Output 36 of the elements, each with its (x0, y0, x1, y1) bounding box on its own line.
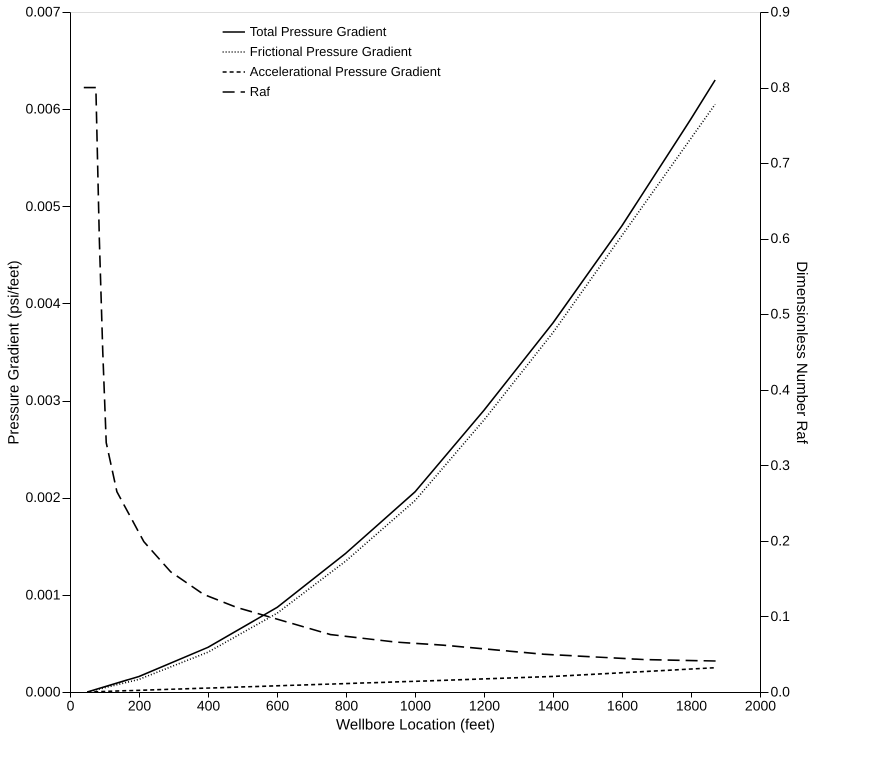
x-tick-label: 0 (66, 698, 75, 714)
legend-label: Total Pressure Gradient (250, 24, 387, 39)
y2-tick-label: 0.6 (770, 230, 790, 246)
y-tick-label: 0.004 (25, 294, 61, 311)
legend-label: Accelerational Pressure Gradient (250, 64, 441, 79)
y-axis-title: Pressure Gradient (psi/feet) (5, 260, 22, 445)
x-axis-title: Wellbore Location (feet) (336, 716, 495, 734)
y-tick-label: 0.001 (25, 586, 61, 602)
y2-tick-label: 0.2 (770, 532, 790, 548)
legend-label: Raf (250, 84, 270, 99)
x-tick-label: 200 (128, 698, 152, 714)
x-tick-label: 800 (334, 698, 358, 714)
x-tick-label: 600 (266, 698, 290, 714)
y-tick-label: 0.005 (25, 198, 61, 214)
y2-tick-label: 0.8 (770, 79, 790, 96)
x-tick-label: 1000 (400, 698, 432, 714)
y2-tick-label: 0.5 (770, 306, 790, 322)
y2-tick-label: 0.7 (770, 154, 790, 171)
y-tick-label: 0.007 (25, 4, 61, 20)
y2-tick-label: 0.1 (770, 608, 790, 624)
y-tick-label: 0.003 (25, 392, 61, 408)
y2-tick-label: 0.3 (770, 456, 790, 473)
x-tick-label: 1200 (468, 698, 500, 714)
x-tick-label: 400 (196, 698, 220, 714)
y-tick-label: 0.000 (25, 684, 61, 700)
y-tick-label: 0.006 (25, 100, 61, 117)
y2-tick-label: 0.0 (770, 684, 790, 700)
y2-tick-label: 0.9 (770, 4, 790, 20)
x-tick-label: 1400 (538, 698, 570, 714)
x-tick-label: 1800 (676, 698, 708, 714)
y-tick-label: 0.002 (25, 489, 61, 506)
y2-tick-label: 0.4 (770, 381, 790, 398)
y2-axis-title: Dimensionless Number Raf (792, 261, 810, 445)
x-tick-label: 2000 (744, 698, 776, 714)
legend-label: Frictional Pressure Gradient (250, 44, 412, 59)
x-tick-label: 1600 (606, 698, 638, 714)
